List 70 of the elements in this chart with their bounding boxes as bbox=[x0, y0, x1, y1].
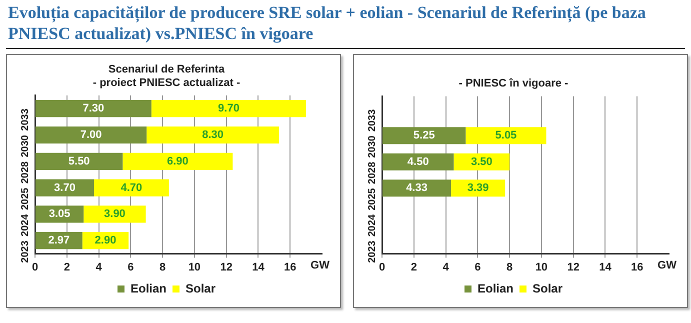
data-label: 4.33 bbox=[406, 182, 428, 194]
chart-title: - PNIESC în vigoare - bbox=[458, 78, 569, 90]
x-tick-label: 14 bbox=[599, 261, 612, 274]
x-tick-label: 14 bbox=[252, 261, 266, 274]
data-label: 8.30 bbox=[202, 129, 224, 142]
bar bbox=[36, 100, 152, 118]
y-tick-label: 2025 bbox=[20, 187, 31, 210]
y-tick-label: 2033 bbox=[366, 108, 378, 132]
x-tick-label: 0 bbox=[32, 261, 38, 274]
data-label: 5.50 bbox=[68, 155, 90, 168]
bar bbox=[94, 179, 169, 196]
chart-subtitle: Scenariul de Referinta - proiect PNIESC actualizat - bbox=[92, 64, 240, 89]
y-tick-label: 2030 bbox=[366, 135, 378, 158]
x-axis-title: GW bbox=[658, 259, 678, 272]
data-label: 9.70 bbox=[218, 102, 240, 115]
data-label: 3.39 bbox=[467, 182, 489, 194]
legend-label: Eolian bbox=[477, 281, 514, 296]
data-label: 2.97 bbox=[48, 234, 70, 247]
x-tick-label: 16 bbox=[630, 261, 644, 274]
bar bbox=[151, 100, 306, 118]
x-tick-label: 4 bbox=[96, 261, 103, 274]
data-label: 5.05 bbox=[495, 130, 517, 142]
data-label: 3.50 bbox=[470, 156, 492, 168]
x-tick-label: 12 bbox=[220, 261, 232, 274]
x-tick-label: 0 bbox=[378, 261, 386, 274]
x-tick-label: 6 bbox=[128, 261, 134, 274]
bar bbox=[382, 153, 454, 170]
y-tick-label: 2024 bbox=[366, 214, 378, 237]
x-axis-title: GW bbox=[310, 259, 330, 272]
data-label: 5.25 bbox=[413, 130, 435, 142]
data-label: 7.00 bbox=[80, 129, 102, 142]
bar bbox=[36, 126, 147, 144]
data-label: 4.70 bbox=[120, 182, 142, 194]
bar bbox=[36, 152, 123, 170]
y-tick-label: 2023 bbox=[366, 240, 378, 263]
x-tick-label: 16 bbox=[284, 261, 296, 274]
bar bbox=[382, 127, 466, 144]
y-tick-label: 2028 bbox=[366, 161, 378, 184]
x-tick-label: 8 bbox=[506, 261, 513, 274]
legend-label: Eolian bbox=[130, 281, 167, 296]
data-label: 6.90 bbox=[166, 155, 188, 168]
bar bbox=[382, 180, 452, 197]
y-tick-label: 2025 bbox=[366, 188, 378, 210]
bar bbox=[36, 179, 94, 196]
x-tick-label: 2 bbox=[64, 261, 70, 274]
bar bbox=[122, 152, 233, 170]
legend-label: Solar bbox=[532, 281, 563, 296]
y-tick-label: 2023 bbox=[20, 240, 31, 263]
y-tick-label: 2028 bbox=[20, 160, 31, 184]
x-tick-label: 6 bbox=[474, 261, 481, 274]
data-label: 3.70 bbox=[54, 182, 76, 194]
data-label: 7.30 bbox=[82, 102, 104, 115]
bar bbox=[466, 127, 546, 144]
x-tick-label: 8 bbox=[159, 261, 166, 274]
x-tick-label: 2 bbox=[410, 261, 417, 274]
chart-title: Evoluția capacităților de producere SRE solar + eolian - Scenariul de Referință (pe baza PNIESC actualizat) vs.PNIESC în vigoare bbox=[7, 2, 647, 44]
x-tick-label: 10 bbox=[535, 261, 548, 274]
bar bbox=[84, 206, 146, 223]
data-label: 2.90 bbox=[94, 234, 116, 247]
legend-label: Solar bbox=[185, 281, 216, 296]
y-tick-label: 2024 bbox=[20, 214, 31, 236]
y-tick-label: 2033 bbox=[20, 108, 31, 131]
data-label: 3.05 bbox=[48, 208, 70, 220]
data-label: 4.50 bbox=[407, 156, 429, 168]
bar bbox=[146, 126, 279, 144]
x-tick-label: 12 bbox=[567, 261, 580, 274]
x-tick-label: 10 bbox=[188, 261, 201, 274]
x-tick-label: 4 bbox=[442, 261, 450, 274]
y-tick-label: 2030 bbox=[20, 134, 31, 158]
data-label: 3.90 bbox=[104, 208, 126, 220]
